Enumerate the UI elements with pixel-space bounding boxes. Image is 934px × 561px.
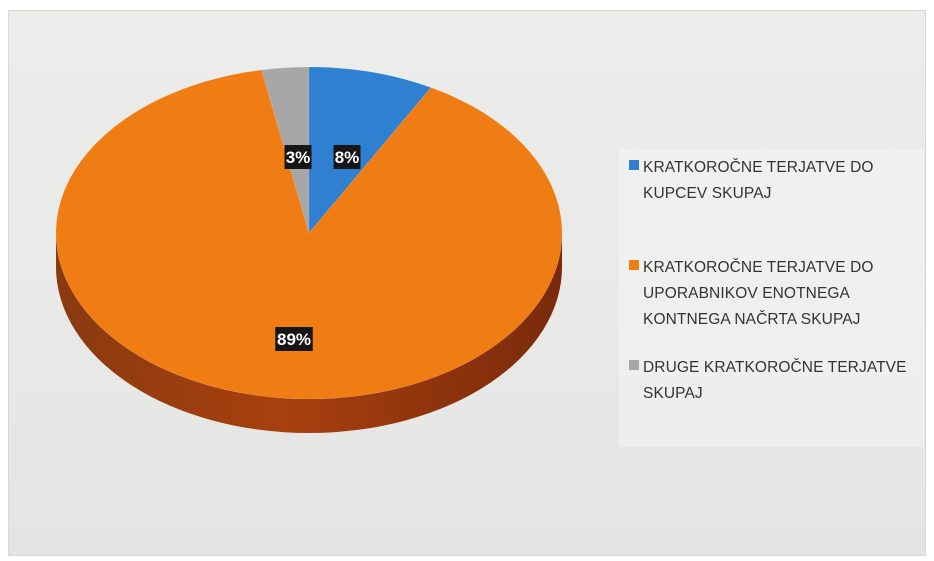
pie-slice-1 [55, 69, 563, 400]
legend-label-kupci: KRATKOROČNE TERJATVE DO KUPCEV SKUPAJ [643, 159, 874, 202]
data-label-bg-1 [275, 327, 313, 351]
legend-label-druge: DRUGE KRATKOROČNE TERJATVE SKUPAJ [643, 359, 907, 402]
legend-swatch-blue [629, 160, 639, 170]
data-label-bg-2 [284, 145, 312, 169]
data-label-2: 3% [286, 148, 311, 167]
pie-chart: 8% 89% 3% [55, 66, 563, 433]
legend: KRATKOROČNE TERJATVE DO KUPCEV SKUPAJ KR… [619, 149, 924, 447]
legend-label-uporabniki: KRATKOROČNE TERJATVE DO UPORABNIKOV ENOT… [643, 259, 874, 328]
data-label-0: 8% [335, 148, 360, 167]
pie-wall-1 [56, 233, 562, 433]
data-label-bg-0 [333, 145, 361, 169]
chart-area: 8% 89% 3% KRATKOROČNE TERJATVE DO KUPCEV S… [8, 10, 926, 556]
legend-swatch-gray [629, 360, 639, 370]
data-label-1: 89% [277, 330, 311, 349]
pie-slice-0 [308, 66, 432, 234]
legend-swatch-orange [629, 260, 639, 270]
